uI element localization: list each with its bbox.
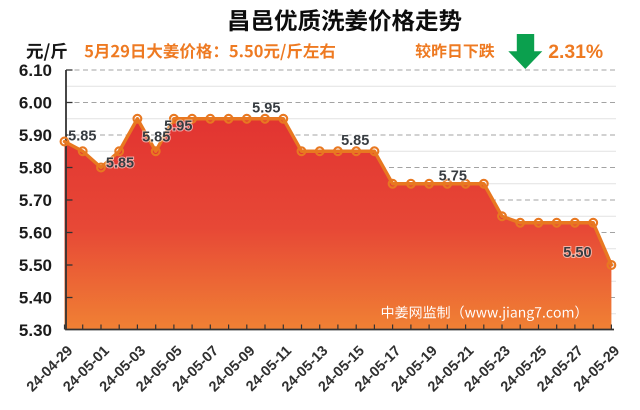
svg-text:5.50: 5.50 [563, 245, 591, 261]
svg-text:5.75: 5.75 [439, 169, 467, 185]
svg-text:5.85: 5.85 [68, 129, 96, 145]
svg-text:5.85: 5.85 [142, 130, 170, 146]
svg-text:5.30: 5.30 [19, 321, 52, 340]
svg-text:5.85: 5.85 [341, 133, 369, 149]
svg-text:6.10: 6.10 [19, 61, 52, 80]
svg-text:5.70: 5.70 [19, 191, 52, 210]
svg-text:2.31%: 2.31% [548, 41, 603, 63]
svg-text:5.80: 5.80 [19, 159, 52, 178]
svg-text:5.90: 5.90 [19, 126, 52, 145]
svg-text:5.85: 5.85 [106, 156, 134, 172]
svg-text:5.40: 5.40 [19, 289, 52, 308]
svg-text:5.60: 5.60 [19, 224, 52, 243]
svg-text:6.00: 6.00 [19, 94, 52, 113]
svg-text:5.95: 5.95 [164, 118, 192, 134]
svg-text:5.50: 5.50 [19, 256, 52, 275]
svg-text:5.95: 5.95 [252, 100, 280, 116]
